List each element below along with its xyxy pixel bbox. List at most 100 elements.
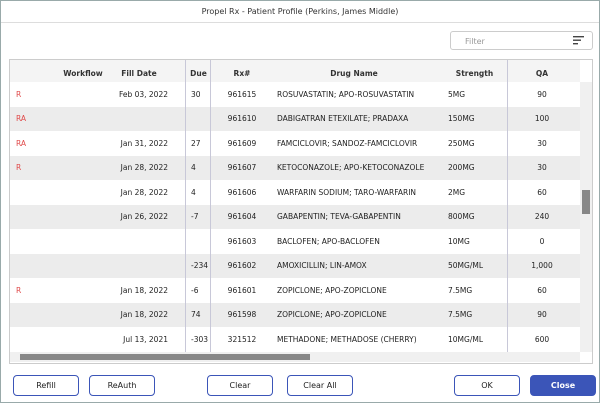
table-cell: Feb 03, 2022 [118,89,168,99]
column-header: Drug Name [330,68,378,78]
button[interactable]: Clear [207,375,273,396]
table-cell: 100 [534,114,550,124]
status-flag: R [16,163,22,173]
table-cell: Jan 28, 2022 [120,163,168,173]
column-divider [507,60,508,352]
button[interactable]: Refill [13,375,79,396]
table-cell: 10MG/ML [448,334,484,344]
button[interactable]: ReAuth [89,375,155,396]
table-cell: DABIGATRAN ETEXILATE; PRADAXA [277,114,409,124]
table-cell: ZOPICLONE; APO-ZOPICLONE [277,310,387,320]
table-row[interactable] [10,82,580,107]
table-cell: -234 [191,261,209,271]
column-header: Workflow [63,68,103,78]
column-divider [210,60,211,352]
table-cell: GABAPENTIN; TEVA-GABAPENTIN [277,212,401,222]
table-cell: -7 [191,212,199,222]
table-cell: 74 [191,310,201,320]
table-cell: ZOPICLONE; APO-ZOPICLONE [277,285,387,295]
table-cell: 200MG [448,163,475,173]
column-header: Due [190,68,207,78]
table-cell: 7.5MG [448,310,473,320]
table-cell: 60 [537,285,547,295]
table-cell: 4 [191,187,196,197]
profile-table: Workflow Fill Date Due Rx# Drug Name Strength… [9,59,593,364]
table-cell: 961609 [227,138,257,148]
table-cell: 10MG [448,236,470,246]
table-cell: 240 [534,212,550,222]
table-cell: 2MG [448,187,466,197]
table-cell: AMOXICILLIN; LIN-AMOX [277,261,367,271]
button[interactable]: Close [530,375,596,396]
vertical-scrollbar[interactable] [580,82,592,352]
table-row[interactable] [10,155,580,180]
table-cell: 961604 [227,212,257,222]
table-cell: 600 [534,334,550,344]
table-cell: BACLOFEN; APO-BACLOFEN [277,236,380,246]
column-header: QA [535,68,549,78]
status-flag: R [16,89,22,99]
table-cell: 250MG [448,138,475,148]
table-cell: 30 [537,138,547,148]
filter-icon[interactable] [573,36,585,45]
table-cell: -6 [191,285,199,295]
table-cell: 30 [191,89,201,99]
table-row[interactable] [10,229,580,254]
table-cell: 27 [191,138,201,148]
vertical-scroll-thumb[interactable] [582,190,590,214]
horizontal-scroll-thumb[interactable] [20,354,310,360]
table-cell: ROSUVASTATIN; APO-ROSUVASTATIN [277,89,415,99]
filter-input[interactable]: Filter [450,31,593,50]
table-cell: 7.5MG [448,285,473,295]
column-header: Fill Date [121,68,157,78]
table-row[interactable] [10,180,580,205]
table-cell: KETOCONAZOLE; APO-KETOCONAZOLE [277,163,425,173]
table-cell: 5MG [448,89,466,99]
table-cell: 4 [191,163,196,173]
table-cell: 961615 [227,89,257,99]
table-cell: 60 [537,187,547,197]
button[interactable]: Clear All [287,375,353,396]
table-row[interactable] [10,302,580,327]
table-cell: WARFARIN SODIUM; TARO-WARFARIN [277,187,417,197]
table-cell: 961603 [227,236,257,246]
table-cell: 961598 [227,310,257,320]
table-row[interactable] [10,327,580,352]
table-cell: FAMCICLOVIR; SANDOZ-FAMCICLOVIR [277,138,418,148]
table-cell: 90 [537,89,547,99]
window-title: Propel Rx - Patient Profile (Perkins, Ja… [1,1,599,23]
table-cell: 0 [539,236,545,246]
table-row[interactable] [10,204,580,229]
table-cell: 961610 [227,114,257,124]
table-cell: 961601 [227,285,257,295]
table-cell: 150MG [448,114,475,124]
status-flag: RA [16,138,27,148]
table-cell: 30 [537,163,547,173]
table-row[interactable] [10,131,580,156]
table-cell: -303 [191,334,209,344]
table-cell: Jan 18, 2022 [120,310,168,320]
table-cell: 50MG/ML [448,261,484,271]
table-cell: Jan 31, 2022 [120,138,168,148]
status-flag: R [16,285,22,295]
table-cell: Jan 26, 2022 [120,212,168,222]
button[interactable]: OK [454,375,520,396]
table-cell: Jul 13, 2021 [123,334,168,344]
table-row[interactable] [10,106,580,131]
table-cell: 90 [537,310,547,320]
table-cell: METHADONE; METHADOSE (CHERRY) [277,334,417,344]
table-row[interactable] [10,278,580,303]
table-cell: Jan 18, 2022 [120,285,168,295]
status-flag: RA [16,114,27,124]
table-header [10,60,580,82]
table-row[interactable] [10,253,580,278]
column-header: Strength [455,68,494,78]
table-cell: Jan 28, 2022 [120,187,168,197]
column-header: Rx# [233,68,251,78]
table-cell: 961607 [227,163,257,173]
table-cell: 800MG [448,212,475,222]
table-cell: 1,000 [531,261,553,271]
table-cell: 961606 [227,187,257,197]
table-cell: 961602 [227,261,257,271]
